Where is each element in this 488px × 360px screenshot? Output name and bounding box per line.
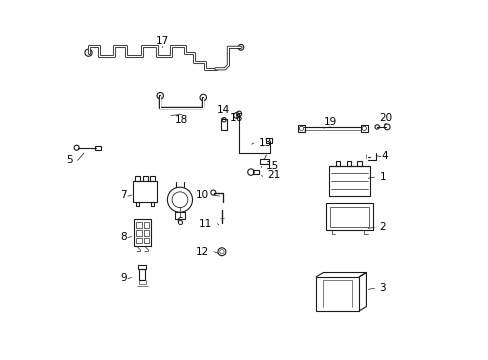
Bar	[298, 125, 304, 132]
Text: 3: 3	[379, 283, 385, 293]
Bar	[138, 265, 146, 269]
Bar	[136, 202, 139, 206]
Bar	[346, 161, 350, 166]
Text: 17: 17	[155, 36, 168, 46]
Bar	[335, 161, 340, 166]
Bar	[150, 202, 154, 206]
Text: 15: 15	[265, 161, 279, 171]
Bar	[143, 222, 149, 228]
Bar	[143, 230, 149, 235]
Bar	[316, 277, 359, 311]
Bar	[265, 138, 272, 143]
Bar	[133, 181, 156, 202]
Text: 11: 11	[199, 219, 212, 229]
Bar	[134, 220, 151, 246]
Text: 6: 6	[176, 217, 183, 227]
Bar	[360, 125, 367, 132]
Bar	[253, 170, 258, 174]
Text: 10: 10	[195, 190, 208, 200]
Text: 5: 5	[66, 155, 73, 165]
Bar	[136, 230, 142, 235]
Text: 7: 7	[120, 190, 126, 200]
Bar	[136, 222, 142, 228]
Text: 18: 18	[175, 115, 188, 125]
Text: 12: 12	[195, 247, 208, 257]
Bar	[221, 119, 227, 130]
Text: 21: 21	[266, 170, 280, 180]
Text: 1: 1	[379, 172, 385, 182]
Bar	[149, 176, 155, 181]
Text: 9: 9	[120, 273, 126, 283]
Bar	[174, 212, 185, 219]
Bar	[325, 203, 372, 230]
Text: 14: 14	[217, 105, 230, 115]
Bar	[260, 159, 268, 164]
Bar	[135, 176, 140, 181]
Bar	[143, 176, 148, 181]
Text: 16: 16	[229, 113, 242, 123]
Text: 13: 13	[258, 138, 271, 148]
Bar	[357, 161, 361, 166]
Text: 20: 20	[379, 113, 392, 123]
Bar	[329, 207, 368, 226]
Text: 4: 4	[381, 150, 387, 161]
Bar	[136, 238, 142, 243]
Bar	[94, 145, 101, 150]
Text: 8: 8	[120, 232, 126, 242]
Bar	[143, 238, 149, 243]
Text: 19: 19	[323, 117, 337, 127]
Bar	[328, 166, 369, 196]
Bar	[139, 269, 145, 280]
Text: 2: 2	[379, 222, 385, 232]
